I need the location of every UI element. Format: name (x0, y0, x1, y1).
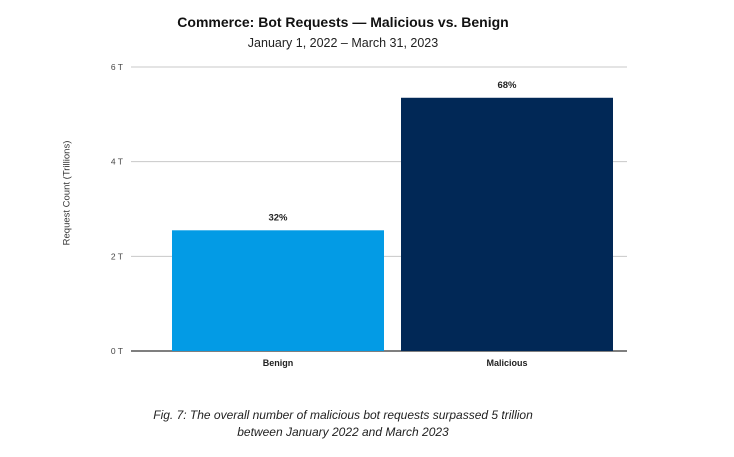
bars (172, 97, 613, 352)
bar-malicious (401, 97, 613, 352)
data-label-malicious: 68% (497, 80, 517, 91)
y-axis-ticks: 0 T 2 T 4 T 6 T (111, 62, 123, 356)
data-label-benign: 32% (268, 212, 288, 223)
x-tick-label-malicious: Malicious (486, 358, 527, 368)
caption-line-2: between January 2022 and March 2023 (237, 425, 449, 439)
y-tick-label: 0 T (111, 346, 123, 356)
figure-caption: Fig. 7: The overall number of malicious … (0, 407, 686, 441)
chart-title: Commerce: Bot Requests — Malicious vs. B… (177, 14, 509, 30)
chart-subtitle: January 1, 2022 – March 31, 2023 (247, 36, 439, 50)
x-axis-ticks: Benign Malicious (263, 358, 528, 368)
y-tick-label: 6 T (111, 62, 123, 72)
data-labels: 32% 68% (268, 80, 517, 224)
bar-chart-plot: 0 T 2 T 4 T 6 T 32% 68% Benign Malicious (111, 62, 627, 368)
caption-line-1: Fig. 7: The overall number of malicious … (153, 408, 533, 422)
x-tick-label-benign: Benign (263, 358, 294, 368)
bar-benign (172, 230, 384, 351)
y-tick-label: 2 T (111, 251, 123, 261)
chart-container: Commerce: Bot Requests — Malicious vs. B… (62, 14, 627, 368)
y-tick-label: 4 T (111, 157, 123, 167)
